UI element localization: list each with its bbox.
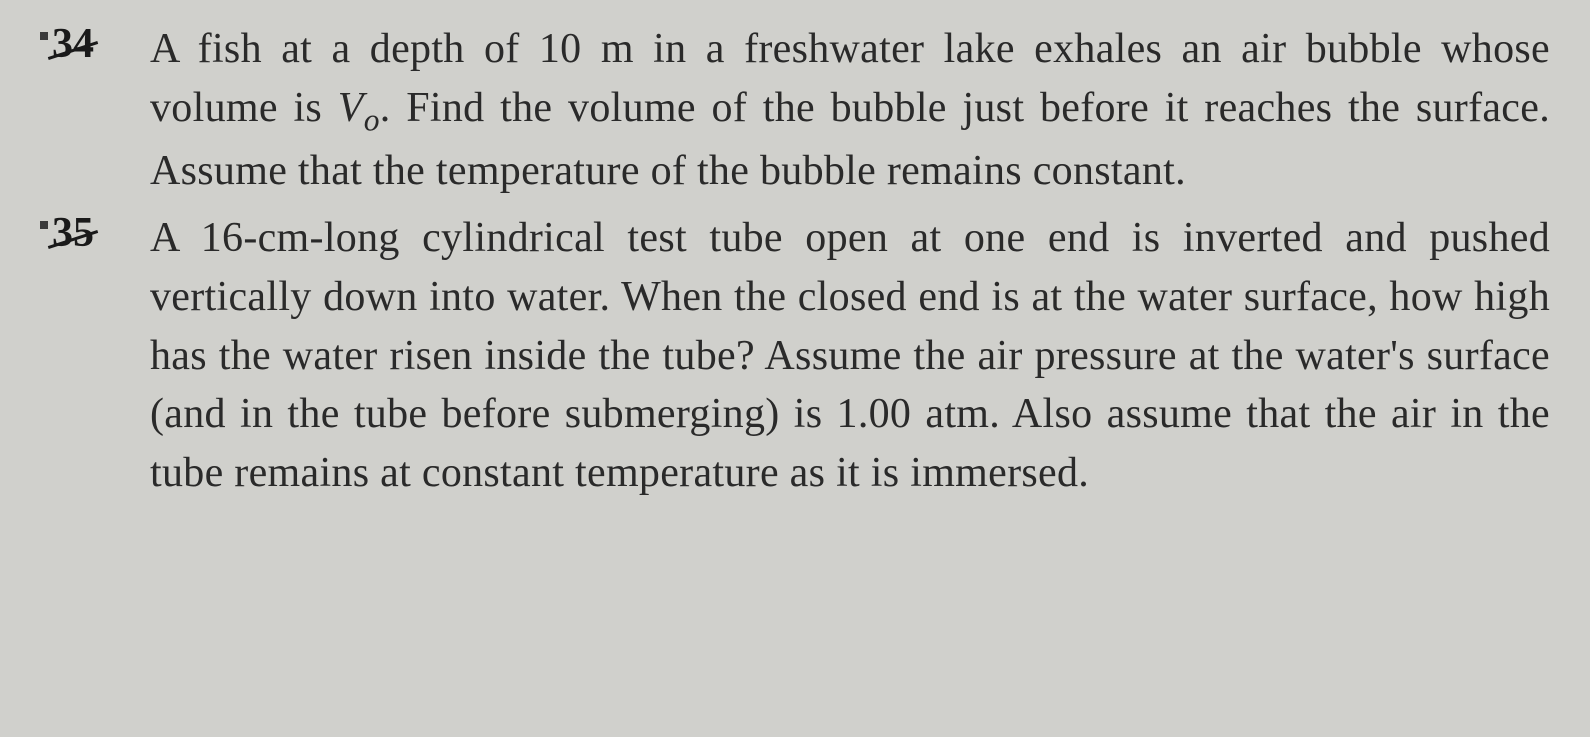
subscript-o: o — [364, 102, 380, 137]
number-34-text: 34 — [52, 21, 94, 67]
problem-34: 34 A fish at a depth of 10 m in a freshw… — [40, 20, 1550, 201]
number-35-text: 35 — [52, 210, 94, 256]
problem-number-34: 34 — [40, 20, 150, 68]
problem-number-35: 35 — [40, 209, 150, 257]
variable-V: V — [338, 85, 364, 131]
problem-34-text: A fish at a depth of 10 m in a freshwate… — [150, 20, 1550, 201]
problem-35-text: A 16-cm-long cylindrical test tube open … — [150, 209, 1550, 503]
problem-35: 35 A 16-cm-long cylindrical test tube op… — [40, 209, 1550, 503]
